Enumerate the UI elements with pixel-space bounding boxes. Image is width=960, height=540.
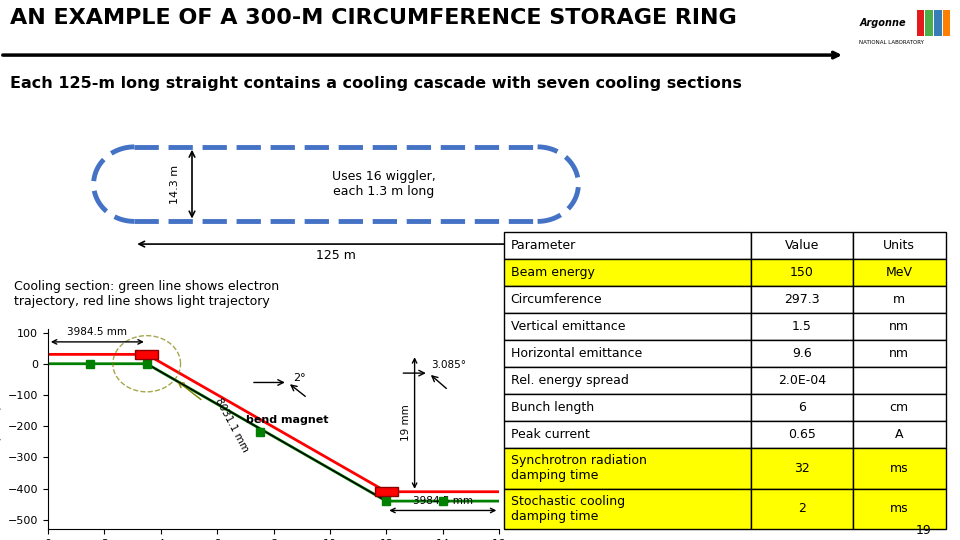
Bar (752, 448, 852, 489)
Text: Argonne: Argonne (859, 18, 906, 28)
Text: 2°: 2° (294, 373, 306, 383)
Text: 9.6: 9.6 (792, 347, 812, 360)
Text: Circumference: Circumference (511, 293, 602, 306)
Text: 3984.5 mm: 3984.5 mm (67, 327, 128, 337)
Text: nm: nm (889, 320, 909, 333)
Text: 3.085°: 3.085° (432, 360, 467, 370)
Bar (852, 259, 946, 286)
Bar (852, 313, 946, 340)
Bar (504, 367, 752, 394)
Bar (504, 448, 752, 489)
Text: 297.3: 297.3 (784, 293, 820, 306)
Bar (752, 313, 852, 340)
Bar (752, 367, 852, 394)
Text: AN EXAMPLE OF A 300-M CIRCUMFERENCE STORAGE RING: AN EXAMPLE OF A 300-M CIRCUMFERENCE STOR… (10, 8, 736, 28)
Text: cm: cm (890, 401, 909, 414)
Text: Cooling section: green line shows electron
trajectory, red line shows light traj: Cooling section: green line shows electr… (14, 280, 279, 308)
Text: NATIONAL LABORATORY: NATIONAL LABORATORY (859, 39, 924, 45)
Bar (375, 487, 397, 496)
Bar (934, 10, 942, 36)
Bar (852, 232, 946, 259)
Bar (504, 394, 752, 421)
Bar (752, 489, 852, 529)
Bar (752, 259, 852, 286)
Text: 1.5: 1.5 (792, 320, 812, 333)
Bar (852, 367, 946, 394)
Bar (852, 489, 946, 529)
Bar (504, 259, 752, 286)
Text: Stochastic cooling
damping time: Stochastic cooling damping time (511, 495, 625, 523)
Text: 14.3 m: 14.3 m (170, 165, 180, 204)
Text: m: m (893, 293, 905, 306)
Bar (504, 340, 752, 367)
Text: Vertical emittance: Vertical emittance (511, 320, 625, 333)
Text: 8031.1 mm: 8031.1 mm (213, 396, 250, 454)
Text: Beam energy: Beam energy (511, 266, 594, 279)
Text: 2.0E-04: 2.0E-04 (778, 374, 827, 387)
Bar (852, 421, 946, 448)
Text: Parameter: Parameter (511, 239, 576, 252)
Bar (917, 10, 924, 36)
Bar (135, 350, 158, 359)
Text: 0.65: 0.65 (788, 428, 816, 441)
Text: 2: 2 (798, 502, 806, 516)
Text: Uses 16 wiggler,
each 1.3 m long: Uses 16 wiggler, each 1.3 m long (332, 170, 436, 198)
Bar (752, 232, 852, 259)
Bar (504, 489, 752, 529)
Text: ms: ms (890, 502, 908, 516)
Bar (925, 10, 933, 36)
Text: 3984.5 mm: 3984.5 mm (413, 496, 473, 506)
Text: Synchrotron radiation
damping time: Synchrotron radiation damping time (511, 455, 646, 482)
Text: MeV: MeV (886, 266, 913, 279)
Bar (852, 448, 946, 489)
Text: 32: 32 (794, 462, 810, 475)
Text: Peak current: Peak current (511, 428, 589, 441)
Text: Horizontal emittance: Horizontal emittance (511, 347, 642, 360)
Bar (504, 286, 752, 313)
Text: Each 125-m long straight contains a cooling cascade with seven cooling sections: Each 125-m long straight contains a cool… (10, 76, 741, 91)
Text: Value: Value (785, 239, 819, 252)
Bar (752, 394, 852, 421)
Text: nm: nm (889, 347, 909, 360)
Text: 19: 19 (916, 524, 931, 537)
Bar (752, 421, 852, 448)
Text: 125 m: 125 m (316, 249, 356, 262)
Text: 150: 150 (790, 266, 814, 279)
Bar (943, 10, 950, 36)
Bar (504, 232, 752, 259)
Bar (752, 286, 852, 313)
Text: ms: ms (890, 462, 908, 475)
Text: A: A (895, 428, 903, 441)
Text: bend magnet: bend magnet (247, 415, 329, 425)
Bar (504, 313, 752, 340)
Bar (752, 340, 852, 367)
Bar (504, 421, 752, 448)
Text: 6: 6 (798, 401, 806, 414)
Bar (852, 340, 946, 367)
Bar (852, 286, 946, 313)
Text: Rel. energy spread: Rel. energy spread (511, 374, 629, 387)
Text: Bunch length: Bunch length (511, 401, 593, 414)
Text: Units: Units (883, 239, 915, 252)
Y-axis label: x (mm): x (mm) (0, 404, 2, 455)
Bar (852, 394, 946, 421)
Text: 19 mm: 19 mm (401, 404, 411, 441)
